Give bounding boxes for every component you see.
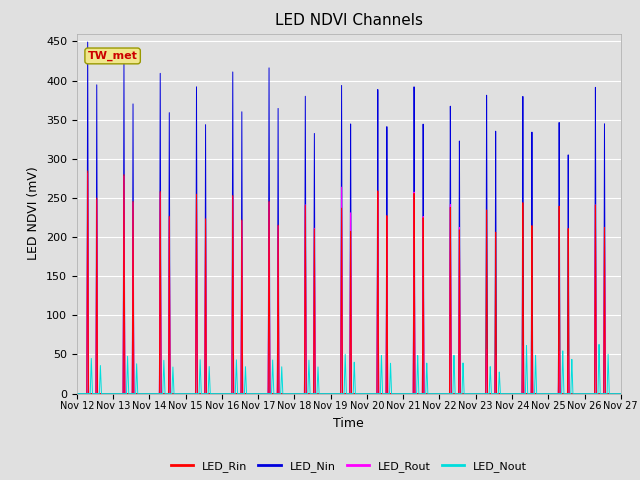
LED_Nout [617, 391, 625, 396]
Y-axis label: LED NDVI (mV): LED NDVI (mV) [28, 167, 40, 261]
LED_Nin [615, 391, 623, 396]
X-axis label: Time: Time [333, 417, 364, 430]
LED_Rout [501, 391, 509, 396]
LED_Nout [276, 391, 284, 396]
LED_Nin [84, 39, 92, 45]
LED_Rin [73, 391, 81, 396]
Line: LED_Rout: LED_Rout [77, 173, 621, 394]
LED_Nin [73, 391, 81, 396]
Line: LED_Nin: LED_Nin [77, 42, 621, 394]
LED_Nin [276, 391, 284, 396]
Text: TW_met: TW_met [88, 51, 138, 61]
Title: LED NDVI Channels: LED NDVI Channels [275, 13, 423, 28]
LED_Nin [617, 391, 625, 396]
LED_Rout [73, 391, 81, 396]
LED_Nout [615, 391, 623, 396]
LED_Rout [617, 391, 625, 396]
LED_Nin [501, 391, 509, 396]
LED_Nout [501, 391, 509, 396]
LED_Rin [84, 168, 92, 174]
LED_Rout [276, 391, 284, 396]
LED_Nin [184, 391, 191, 396]
LED_Rout [424, 391, 431, 396]
LED_Rin [617, 391, 625, 396]
LED_Nout [595, 342, 603, 348]
LED_Nout [184, 391, 191, 396]
LED_Rin [184, 391, 191, 396]
LED_Rin [501, 391, 509, 396]
LED_Rin [189, 391, 197, 396]
LED_Nout [73, 391, 81, 396]
LED_Rin [615, 391, 623, 396]
LED_Rin [276, 391, 284, 396]
LED_Rout [84, 170, 92, 176]
LED_Nout [424, 390, 431, 396]
Legend: LED_Rin, LED_Nin, LED_Rout, LED_Nout: LED_Rin, LED_Nin, LED_Rout, LED_Nout [166, 457, 531, 477]
LED_Rin [424, 391, 431, 396]
LED_Rout [189, 391, 197, 396]
LED_Nin [424, 391, 431, 396]
LED_Nout [189, 391, 197, 396]
Line: LED_Nout: LED_Nout [77, 345, 621, 394]
LED_Nin [189, 391, 197, 396]
LED_Rout [184, 391, 191, 396]
LED_Rout [615, 391, 623, 396]
Line: LED_Rin: LED_Rin [77, 171, 621, 394]
